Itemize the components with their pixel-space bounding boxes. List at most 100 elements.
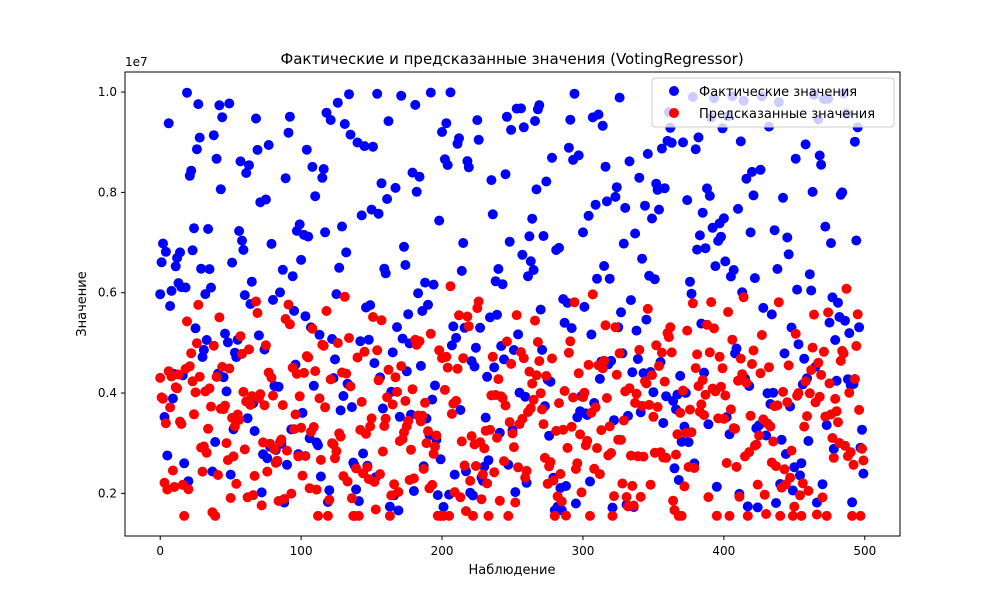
actual-point — [191, 144, 202, 155]
actual-point — [384, 501, 395, 512]
predicted-point — [493, 374, 504, 385]
actual-point — [266, 238, 277, 249]
actual-point — [198, 344, 209, 355]
actual-point — [858, 468, 869, 479]
predicted-point — [324, 494, 335, 505]
predicted-point — [731, 461, 742, 472]
actual-point — [678, 137, 688, 148]
actual-point — [287, 271, 298, 282]
predicted-point — [838, 348, 849, 359]
actual-point — [369, 358, 380, 369]
actual-point — [735, 136, 746, 147]
actual-point — [346, 402, 357, 413]
actual-point — [280, 173, 291, 184]
predicted-point — [476, 494, 487, 505]
predicted-point — [173, 369, 184, 380]
predicted-point — [779, 464, 790, 475]
predicted-point — [344, 333, 354, 343]
actual-point — [282, 459, 292, 470]
actual-point — [537, 344, 548, 355]
actual-point — [301, 144, 312, 155]
predicted-point — [828, 452, 839, 463]
predicted-point — [587, 289, 598, 300]
predicted-point — [692, 349, 703, 360]
chart-title: Фактические и предсказанные значения (Vo… — [280, 50, 743, 68]
actual-point — [469, 361, 480, 372]
predicted-point — [214, 312, 225, 323]
predicted-point — [193, 299, 204, 310]
actual-point — [579, 301, 590, 312]
predicted-point — [624, 383, 635, 394]
predicted-point — [408, 473, 419, 484]
predicted-point — [787, 510, 798, 521]
predicted-point — [765, 421, 776, 432]
legend: Фактические значения Предсказанные значе… — [651, 77, 895, 128]
actual-point — [659, 183, 670, 194]
predicted-point — [549, 510, 560, 521]
actual-point — [611, 182, 622, 193]
actual-point — [463, 162, 474, 173]
predicted-point — [249, 470, 260, 481]
predicted-point — [644, 399, 655, 410]
predicted-point — [221, 438, 232, 449]
actual-point — [221, 386, 232, 397]
predicted-point — [716, 381, 726, 392]
actual-point — [541, 176, 552, 187]
actual-point — [201, 335, 212, 345]
y-tick-label: 0.4 — [98, 386, 117, 400]
actual-point — [752, 502, 763, 513]
actual-point — [544, 430, 555, 441]
predicted-point — [851, 341, 862, 351]
predicted-point — [790, 328, 801, 339]
actual-point — [415, 360, 426, 371]
predicted-point — [165, 402, 176, 413]
actual-point — [625, 295, 636, 306]
actual-point — [566, 323, 577, 334]
actual-point — [399, 241, 409, 252]
predicted-point — [793, 388, 804, 398]
actual-point — [538, 231, 549, 241]
predicted-point — [687, 298, 698, 309]
predicted-point — [689, 463, 700, 473]
actual-point — [244, 160, 254, 171]
predicted-point — [441, 351, 452, 362]
actual-point — [315, 471, 326, 482]
actual-point — [758, 302, 769, 313]
predicted-point — [568, 392, 579, 403]
actual-point — [448, 321, 459, 332]
predicted-point — [203, 423, 214, 434]
actual-point — [330, 354, 340, 365]
actual-point — [432, 490, 443, 501]
actual-point — [718, 213, 729, 224]
actual-point — [578, 227, 588, 238]
axes-frame — [124, 71, 901, 537]
predicted-point — [748, 345, 759, 356]
predicted-point — [455, 492, 466, 503]
predicted-point — [255, 389, 266, 400]
predicted-point — [672, 429, 683, 440]
predicted-point — [563, 347, 574, 358]
actual-point — [840, 315, 850, 326]
predicted-point — [427, 479, 438, 490]
actual-point — [686, 288, 697, 299]
actual-point — [211, 153, 222, 164]
predicted-point — [786, 445, 797, 456]
predicted-point — [648, 411, 659, 422]
actual-point — [683, 437, 694, 448]
actual-point — [634, 172, 645, 183]
predicted-point — [366, 413, 377, 424]
predicted-point — [789, 501, 800, 512]
actual-point — [358, 448, 369, 459]
actual-point — [573, 150, 584, 161]
y-axis-title: Значение — [75, 271, 90, 336]
predicted-point — [795, 490, 805, 501]
predicted-point — [768, 436, 779, 447]
actual-point — [685, 276, 695, 287]
predicted-point — [704, 347, 715, 358]
actual-point — [356, 210, 367, 221]
predicted-point — [260, 340, 271, 351]
predicted-point — [759, 489, 770, 500]
predicted-point — [331, 446, 342, 457]
actual-point — [425, 87, 436, 98]
predicted-point — [321, 306, 332, 316]
